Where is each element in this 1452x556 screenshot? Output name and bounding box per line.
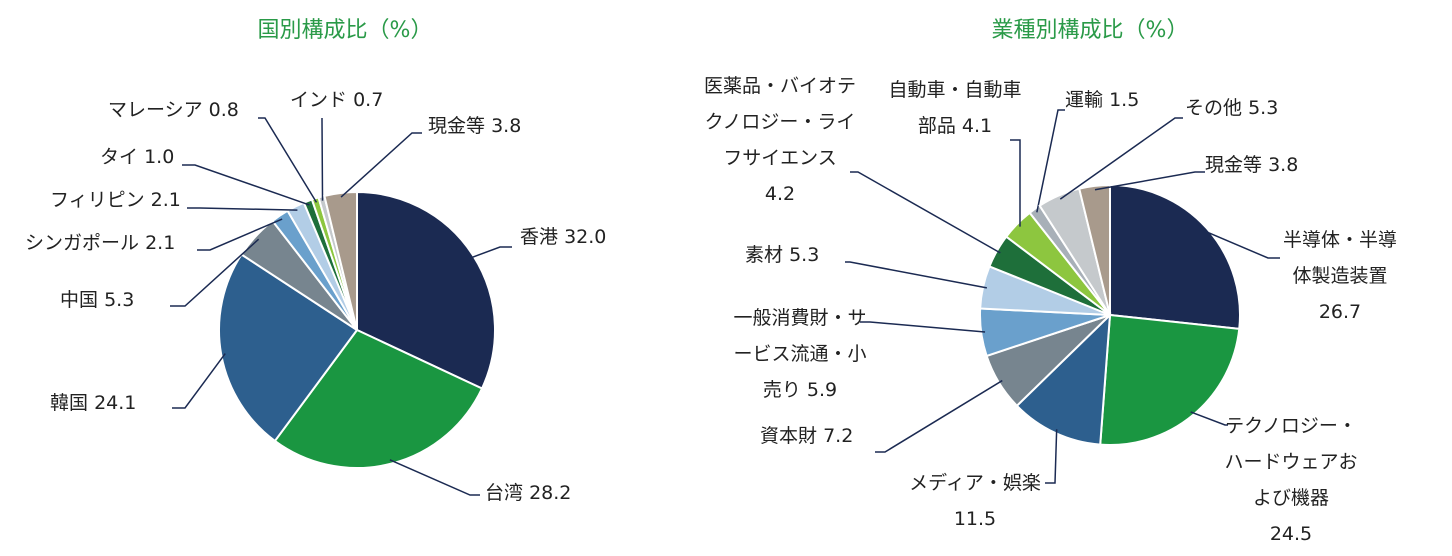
category-label: メディア・娯楽 — [909, 472, 1041, 494]
slice-label: 中国 5.3 — [60, 282, 134, 318]
value-label: 26.7 — [1318, 301, 1362, 323]
leader-line — [340, 132, 422, 198]
leader-line — [845, 261, 987, 289]
pie-slice — [356, 190, 496, 390]
category-label: 現金等 — [1205, 154, 1263, 176]
slice-label: シンガポール 2.1 — [25, 225, 175, 261]
chart-title: 業種別構成比（%） — [991, 18, 1189, 43]
category-label: シンガポール — [25, 232, 140, 254]
value-label: 24.5 — [1269, 523, 1313, 545]
pie-slice — [218, 253, 359, 443]
category-label: 自動車・自動車部品 — [888, 79, 1022, 137]
value-label: 2.1 — [150, 189, 181, 211]
slice-label: インド 0.7 — [290, 82, 383, 118]
slice-label: タイ 1.0 — [100, 139, 174, 175]
pie-slice — [1078, 183, 1111, 316]
pie-slice — [273, 328, 484, 469]
slice-label: 自動車・自動車部品 4.1 — [880, 72, 1030, 144]
category-label: 韓国 — [50, 392, 89, 414]
value-label: 7.2 — [823, 425, 854, 447]
category-label: その他 — [1185, 97, 1243, 119]
value-label: 4.1 — [961, 115, 993, 137]
leader-line — [321, 118, 324, 201]
pie-slice — [1099, 313, 1241, 446]
category-label: インド — [290, 89, 348, 111]
leader-line — [197, 218, 283, 251]
pie-slice — [323, 190, 358, 331]
leader-line — [1045, 429, 1058, 484]
leader-line — [1036, 109, 1065, 213]
category-label: 運輸 — [1065, 89, 1104, 111]
leader-line — [389, 459, 480, 496]
value-label: 5.3 — [104, 289, 135, 311]
value-label: 5.9 — [806, 379, 838, 401]
leader-line — [1190, 411, 1228, 426]
slice-label: 韓国 24.1 — [50, 385, 136, 421]
value-label: 1.0 — [144, 146, 175, 168]
slice-label: メディア・娯楽 11.5 — [900, 465, 1050, 537]
slice-label: 素材 5.3 — [745, 237, 819, 273]
slice-label: その他 5.3 — [1185, 90, 1278, 126]
category-label: フィリピン — [50, 189, 145, 211]
category-label: 香港 — [520, 226, 559, 248]
slice-label: マレーシア 0.8 — [108, 92, 239, 128]
leader-line — [875, 379, 1003, 453]
category-label: 現金等 — [428, 115, 486, 137]
value-label: 0.8 — [208, 99, 239, 121]
value-label: 11.5 — [953, 508, 997, 530]
slice-label: 半導体・半導体製造装置 26.7 — [1275, 222, 1405, 330]
category-label: 資本財 — [760, 425, 818, 447]
category-label: マレーシア — [108, 99, 203, 121]
leader-line — [172, 353, 226, 409]
value-label: 5.3 — [789, 244, 820, 266]
value-label: 3.8 — [491, 115, 522, 137]
value-label: 5.3 — [1248, 97, 1279, 119]
slice-label: 香港 32.0 — [520, 219, 606, 255]
leader-line — [1094, 171, 1205, 191]
value-label: 24.1 — [94, 392, 137, 414]
leader-line — [182, 164, 310, 206]
leader-line — [1010, 139, 1021, 227]
leader-line — [860, 321, 986, 333]
value-label: 28.2 — [529, 482, 572, 504]
leader-line — [258, 117, 318, 203]
value-label: 32.0 — [564, 226, 607, 248]
slice-label: 運輸 1.5 — [1065, 82, 1139, 118]
pie-slice — [1109, 183, 1241, 330]
category-label: テクノロジー・ハードウェアおよび機器 — [1224, 415, 1358, 509]
leader-line — [850, 171, 1001, 254]
leader-line — [170, 238, 260, 307]
category-label: 半導体・半導体製造装置 — [1282, 229, 1397, 287]
slice-label: 現金等 3.8 — [1205, 147, 1298, 183]
value-label: 2.1 — [145, 232, 176, 254]
slice-label: 現金等 3.8 — [428, 108, 521, 144]
category-label: タイ — [100, 146, 139, 168]
value-label: 1.5 — [1109, 89, 1140, 111]
leader-line — [469, 246, 512, 259]
category-label: 素材 — [745, 244, 784, 266]
category-label: 台湾 — [485, 482, 524, 504]
slice-label: 一般消費財・サービス流通・小売り 5.9 — [730, 300, 870, 408]
slice-label: 台湾 28.2 — [485, 475, 571, 511]
slice-label: 医薬品・バイオテクノロジー・ライフサイエンス 4.2 — [700, 68, 860, 212]
slice-label: テクノロジー・ハードウェアおよび機器 24.5 — [1222, 408, 1360, 552]
leader-line — [1059, 117, 1183, 200]
category-label: 中国 — [60, 289, 99, 311]
pie-slice — [1015, 312, 1112, 446]
slice-label: フィリピン 2.1 — [50, 182, 181, 218]
value-label: 0.7 — [353, 89, 384, 111]
category-label: 一般消費財・サービス流通・小売り — [733, 307, 867, 401]
leader-line — [187, 207, 298, 211]
chart-title: 国別構成比（%） — [257, 18, 433, 43]
leader-line — [1203, 230, 1280, 259]
value-label: 4.2 — [764, 183, 796, 205]
category-label: 医薬品・バイオテクノロジー・ライフサイエンス — [703, 75, 856, 169]
value-label: 3.8 — [1268, 154, 1299, 176]
slice-label: 資本財 7.2 — [760, 418, 853, 454]
